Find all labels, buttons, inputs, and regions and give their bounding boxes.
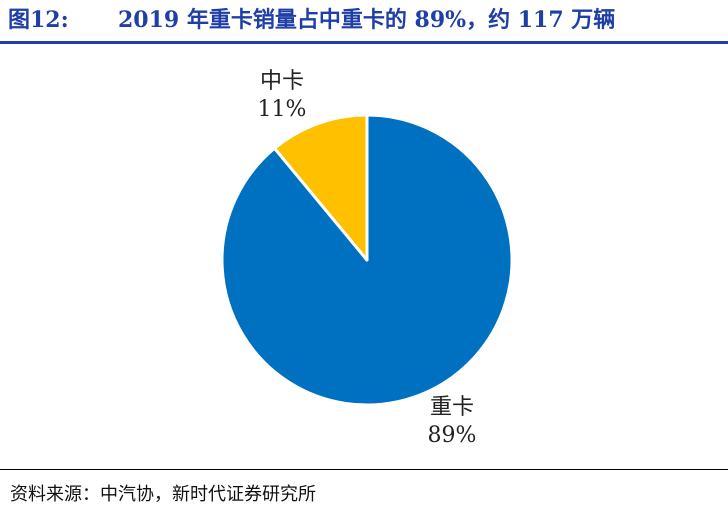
figure-label: 图12:	[8, 7, 69, 33]
figure-header: 图12: 2019 年重卡销量占中重卡的 89%，约 117 万辆	[0, 0, 728, 44]
source-divider	[0, 469, 728, 470]
slice-percent-medium-truck: 11%	[257, 97, 307, 122]
slice-percent-heavy-truck: 89%	[427, 423, 477, 448]
title-underline	[0, 41, 728, 44]
chart-title: 2019 年重卡销量占中重卡的 89%，约 117 万辆	[118, 7, 616, 33]
pie-slice-medium-truck	[273, 113, 369, 262]
slice-category-heavy-truck: 重卡	[429, 395, 474, 420]
slice-category-medium-truck: 中卡	[259, 69, 304, 94]
pie-chart-svg	[220, 113, 514, 407]
source-note: 资料来源：中汽协，新时代证券研究所	[10, 484, 316, 505]
slice-label-heavy-truck: 重卡 89%	[417, 394, 487, 450]
slice-label-medium-truck: 中卡 11%	[247, 68, 317, 124]
pie-chart: 中卡 11% 重卡 89%	[0, 44, 728, 464]
